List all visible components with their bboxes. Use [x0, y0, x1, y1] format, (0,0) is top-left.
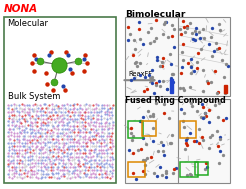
Text: Molecular: Molecular — [8, 19, 49, 28]
Bar — [128, 121, 143, 138]
Text: Bulk System: Bulk System — [8, 92, 60, 101]
Bar — [4, 17, 116, 183]
Bar — [195, 162, 208, 175]
Bar — [125, 99, 230, 183]
Text: Bimolecular: Bimolecular — [125, 10, 186, 19]
Bar — [181, 162, 198, 177]
Text: Fused Ring Compound: Fused Ring Compound — [125, 96, 226, 105]
Bar — [142, 121, 156, 136]
Bar — [181, 121, 196, 138]
Bar — [128, 162, 145, 177]
Bar — [224, 85, 227, 93]
Bar — [125, 17, 230, 96]
Text: ReaxFF: ReaxFF — [129, 71, 153, 77]
Text: NONA: NONA — [4, 4, 38, 14]
Bar — [170, 79, 173, 93]
